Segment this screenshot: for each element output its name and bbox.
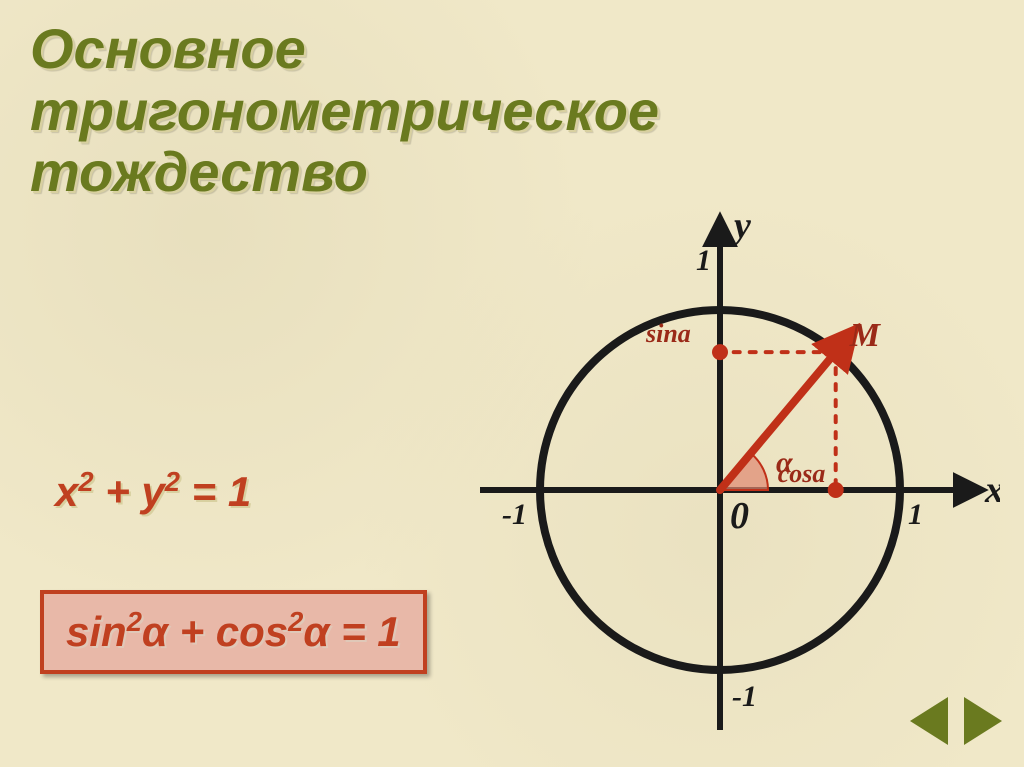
- pythagorean-identity: sin2α + cos2α = 1: [66, 608, 401, 656]
- next-slide-button[interactable]: [964, 697, 1002, 745]
- svg-text:sina: sina: [645, 319, 691, 348]
- svg-text:-1: -1: [732, 680, 757, 713]
- unit-circle-diagram: xy01-11-1sinacosaαM: [460, 210, 1000, 750]
- title-line-2: тригонометрическое: [30, 79, 659, 142]
- svg-text:α: α: [776, 446, 793, 479]
- prev-slide-button[interactable]: [910, 697, 948, 745]
- svg-text:1: 1: [908, 498, 923, 531]
- svg-text:x: x: [984, 469, 1000, 511]
- svg-text:M: M: [849, 317, 882, 354]
- circle-equation: x2 + y2 = 1: [55, 468, 251, 516]
- svg-text:0: 0: [730, 495, 749, 537]
- slide: Основное тригонометрическое тождество x2…: [0, 0, 1024, 767]
- title-line-3: тождество: [30, 140, 368, 203]
- svg-text:1: 1: [696, 244, 711, 277]
- title-line-1: Основное: [30, 17, 306, 80]
- svg-text:y: y: [730, 210, 751, 247]
- slide-title: Основное тригонометрическое тождество: [30, 18, 659, 203]
- svg-text:-1: -1: [502, 498, 527, 531]
- identity-box: sin2α + cos2α = 1: [40, 590, 427, 674]
